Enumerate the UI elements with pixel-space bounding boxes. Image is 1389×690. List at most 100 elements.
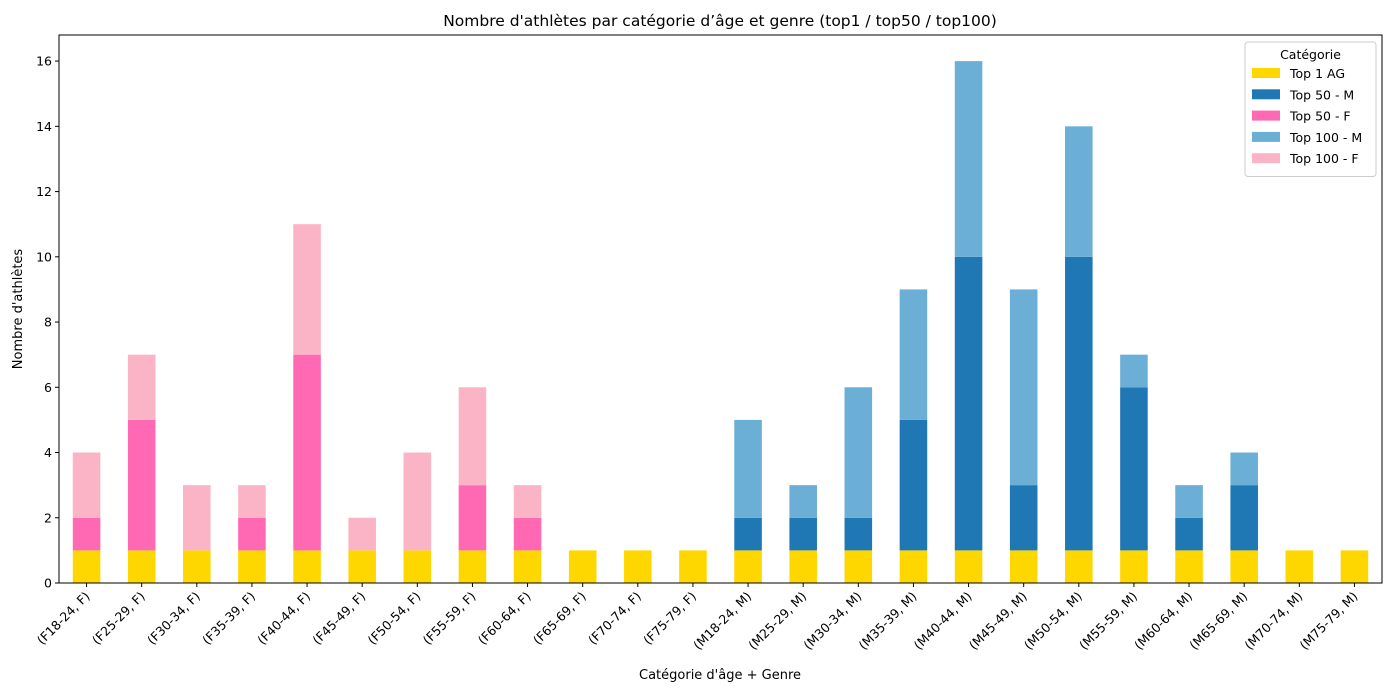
bar-segment (458, 387, 487, 486)
y-tick-label: 0 (44, 576, 52, 591)
bar-segment (1175, 517, 1203, 551)
bar-segment (954, 550, 983, 583)
bar-segment (844, 517, 873, 551)
bar-segment (1009, 550, 1038, 583)
x-tick-label: (F25-29, F) (89, 589, 148, 648)
x-axis: (F18-24, F)(F25-29, F)(F30-34, F)(F35-39… (34, 583, 1361, 653)
bar-segment (568, 550, 597, 583)
bar-segment (624, 550, 652, 583)
bar-segment (1009, 289, 1038, 486)
bar-segment (183, 485, 211, 551)
bar-segment (1230, 485, 1258, 551)
x-tick-label: (F35-39, F) (199, 589, 258, 648)
plot-frame (58, 34, 1383, 584)
bar-segment (513, 517, 542, 551)
legend-title: Catégorie (1280, 47, 1341, 62)
bar-segment (403, 452, 432, 551)
legend-swatch (1252, 110, 1280, 121)
y-tick-label: 10 (36, 249, 52, 264)
bar-segment (72, 517, 101, 551)
y-tick-label: 8 (44, 315, 52, 330)
bar-segment (789, 485, 817, 518)
x-tick-label: (F70-74, F) (585, 589, 644, 648)
x-tick-label: (M75-79, M) (1296, 589, 1360, 653)
bar-segment (183, 550, 211, 583)
bar-segment (348, 550, 376, 583)
bar-segment (72, 550, 101, 583)
bar-segment (127, 550, 156, 583)
bar-segment (789, 517, 817, 551)
x-tick-label: (M60-64, M) (1131, 589, 1195, 653)
bar-segment (513, 485, 542, 518)
bar-segment (1065, 550, 1093, 583)
x-tick-label: (M40-44, M) (911, 589, 975, 653)
bar-segment (1175, 485, 1203, 518)
bar-segment (789, 550, 817, 583)
y-tick-label: 14 (36, 119, 52, 134)
bar-segment (899, 289, 928, 420)
bars-layer (72, 61, 1369, 583)
legend-swatch (1252, 68, 1280, 78)
bar-segment (293, 550, 321, 583)
legend-entry: Top 1 AG (1289, 66, 1345, 81)
legend-entry: Top 100 - M (1289, 130, 1362, 145)
y-tick-label: 4 (44, 445, 52, 460)
bar-segment (1175, 550, 1203, 583)
bar-segment (899, 550, 928, 583)
x-tick-label: (M35-39, M) (855, 589, 919, 653)
bar-segment (1120, 550, 1148, 583)
x-tick-label: (M70-74, M) (1241, 589, 1305, 653)
legend: Catégorie Top 1 AG Top 50 - M Top 50 - F Top… (1244, 41, 1377, 177)
bar-segment (1285, 550, 1314, 583)
legend-swatch (1252, 153, 1280, 164)
bar-segment (899, 419, 928, 551)
bar-segment (348, 517, 376, 551)
bar-segment (127, 419, 156, 551)
x-tick-label: (M25-29, M) (745, 589, 809, 653)
bar-segment (458, 550, 487, 583)
x-tick-label: (F55-59, F) (420, 589, 479, 648)
bar-segment (1120, 387, 1148, 551)
bar-segment (844, 387, 873, 518)
legend-entry: Top 50 - M (1289, 87, 1354, 102)
bar-segment (954, 61, 983, 257)
legend-swatch (1252, 131, 1280, 142)
y-tick-label: 12 (36, 184, 52, 199)
bar-segment (127, 354, 156, 420)
x-tick-label: (F50-54, F) (364, 589, 423, 648)
y-tick-label: 16 (36, 54, 52, 69)
x-tick-label: (F30-34, F) (144, 589, 203, 648)
bar-segment (1230, 550, 1258, 583)
y-axis-label: Nombre d'athlètes (11, 249, 26, 370)
x-tick-label: (M55-59, M) (1076, 589, 1140, 653)
y-tick-label: 2 (44, 510, 52, 525)
bar-segment (1009, 485, 1038, 551)
x-tick-label: (M30-34, M) (800, 589, 864, 653)
x-tick-label: (M65-69, M) (1186, 589, 1250, 653)
x-tick-label: (F60-64, F) (475, 589, 534, 648)
bar-segment (1065, 256, 1093, 551)
bar-segment (734, 550, 762, 583)
bar-segment (734, 419, 762, 518)
bar-segment (1120, 354, 1148, 388)
bar-segment (293, 224, 321, 355)
legend-swatch (1252, 89, 1280, 100)
bar-segment (1065, 126, 1093, 257)
bar-segment (72, 452, 101, 518)
chart-title: Nombre d'athlètes par catégorie d’âge et… (443, 12, 997, 30)
bar-segment (238, 485, 266, 518)
x-axis-label: Catégorie d'âge + Genre (639, 668, 801, 683)
legend-entry: Top 50 - F (1289, 109, 1351, 124)
bar-segment (954, 256, 983, 551)
y-axis: 0 2 4 6 8 10 12 14 16 (36, 54, 59, 591)
x-tick-label: (F45-49, F) (309, 589, 368, 648)
legend-entry: Top 100 - F (1289, 151, 1359, 166)
bar-segment (1230, 452, 1258, 486)
bar-segment (238, 550, 266, 583)
bar-segment (458, 485, 487, 551)
x-tick-label: (M45-49, M) (966, 589, 1030, 653)
x-tick-label: (F65-69, F) (530, 589, 589, 648)
bar-segment (844, 550, 873, 583)
x-tick-label: (F40-44, F) (254, 589, 313, 648)
